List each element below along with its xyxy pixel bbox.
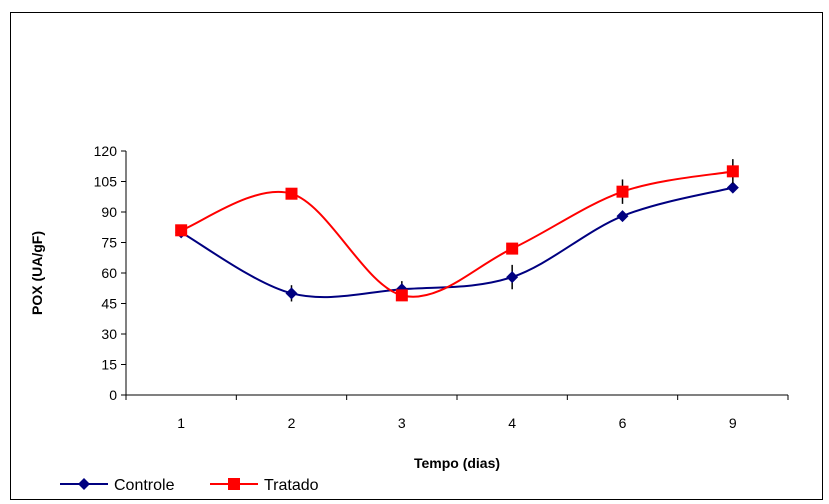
y-tick-label: 105 [94, 174, 118, 190]
legend-marker [228, 478, 240, 490]
chart-frame [10, 12, 823, 500]
data-point [726, 181, 739, 194]
x-tick-label: 4 [508, 415, 516, 431]
data-point [726, 165, 739, 178]
y-tick-label: 15 [101, 357, 117, 373]
x-tick-label: 1 [177, 415, 185, 431]
y-tick-label: 75 [101, 235, 117, 251]
series-controle [175, 181, 739, 302]
data-point [506, 271, 519, 284]
y-tick-label: 0 [109, 387, 117, 403]
data-point [506, 242, 519, 255]
x-tick-label: 2 [288, 415, 296, 431]
legend-label: Tratado [264, 477, 319, 494]
data-point [285, 187, 298, 200]
y-axis-title: POX (UA/gF) [29, 231, 45, 315]
y-tick-label: 90 [101, 204, 117, 220]
y-tick-label: 45 [101, 296, 117, 312]
axes: 0 15 30 45 60 75 90 105 120 1 2 3 4 6 9 [94, 143, 789, 431]
legend-item-controle: Controle [60, 477, 175, 494]
legend: Controle Tratado [60, 477, 319, 494]
x-axis-title: Tempo (dias) [414, 455, 500, 471]
data-point [616, 185, 629, 198]
legend-label: Controle [114, 477, 175, 494]
y-tick-label: 30 [101, 326, 117, 342]
x-tick-label: 9 [729, 415, 737, 431]
data-point [285, 287, 298, 300]
y-tick-label: 120 [94, 143, 118, 159]
series-layer [175, 159, 739, 302]
series-tratado [175, 159, 739, 302]
y-tick-label: 60 [101, 265, 117, 281]
data-point [616, 210, 629, 223]
x-tick-label: 6 [619, 415, 627, 431]
x-tick-label: 3 [398, 415, 406, 431]
data-point [395, 289, 408, 302]
series-line [180, 186, 734, 299]
series-line [180, 170, 734, 298]
legend-marker [78, 478, 90, 490]
data-point [175, 224, 188, 237]
legend-item-tratado: Tratado [210, 477, 319, 494]
